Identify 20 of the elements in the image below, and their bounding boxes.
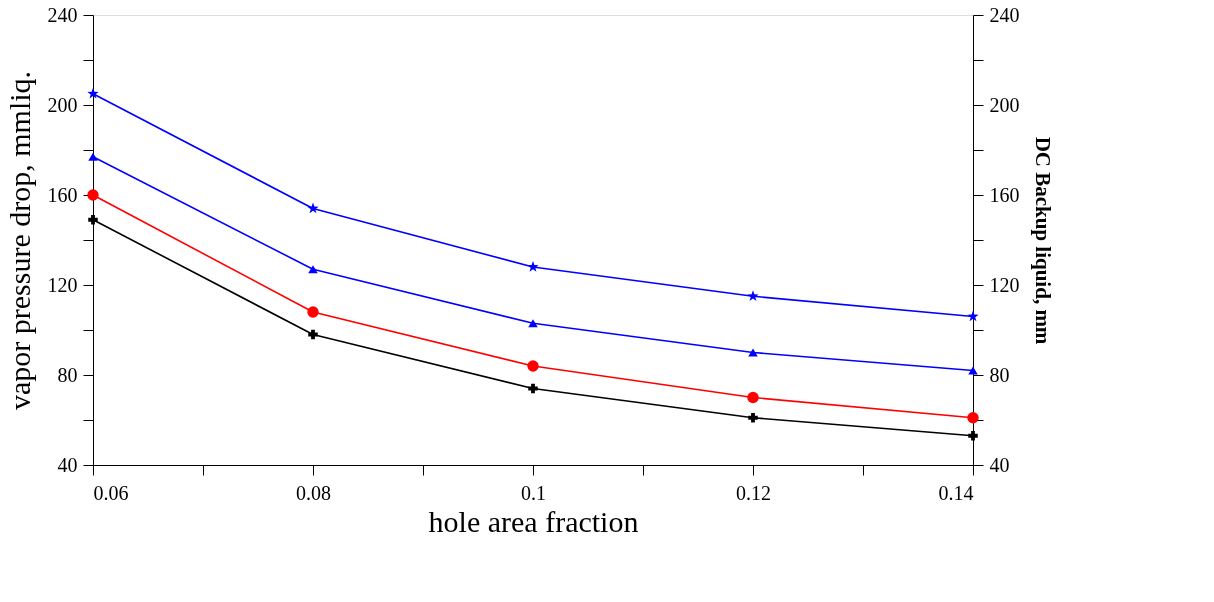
y-tick-label: 80 <box>57 363 78 386</box>
y-tick-label: 200 <box>47 93 78 116</box>
y2-tick-label: 160 <box>989 183 1020 206</box>
x-tick-label: 0.12 <box>736 481 771 504</box>
y-tick-label: 120 <box>47 273 78 296</box>
x-axis-title: hole area fraction <box>428 504 639 538</box>
y-tick-label: 160 <box>47 183 78 206</box>
x-tick-label: 0.06 <box>93 481 129 504</box>
y-tick-label: 40 <box>57 453 78 476</box>
y2-tick-label: 40 <box>989 453 1010 476</box>
x-tick-label: 0.14 <box>938 481 974 504</box>
y2-tick-label: 80 <box>989 363 1010 386</box>
y2-tick-label: 240 <box>989 3 1020 26</box>
x-tick-label: 0.08 <box>296 481 331 504</box>
y2-tick-label: 120 <box>989 273 1020 296</box>
y-tick-label: 240 <box>47 3 78 26</box>
y-axis-title: vapor pressure drop, mmliq. <box>2 70 36 411</box>
y2-tick-label: 200 <box>989 93 1020 116</box>
y2-axis-title: DC Backup liquid, mm <box>1030 136 1055 345</box>
x-tick-label: 0.1 <box>521 481 546 504</box>
